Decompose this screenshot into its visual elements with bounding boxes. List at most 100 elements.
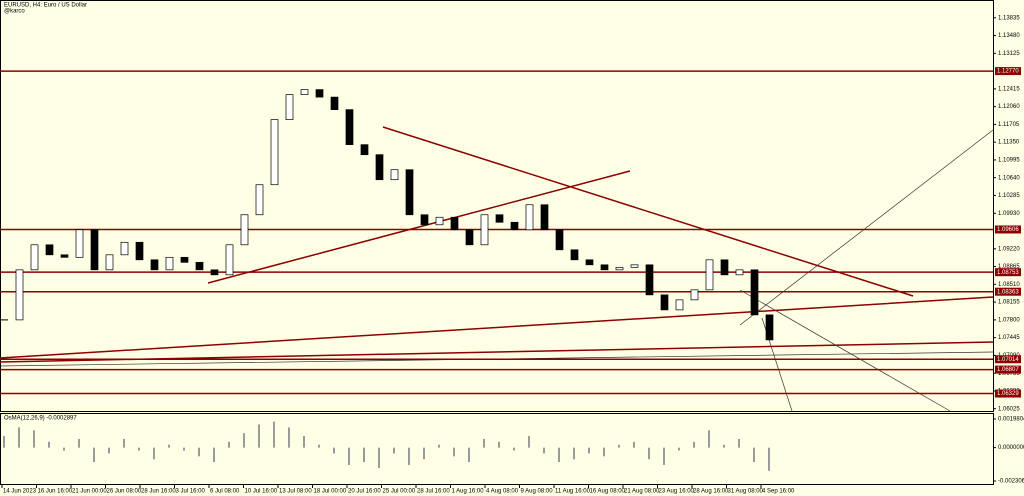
level-label: 1.06807 [997, 367, 1019, 373]
osma-bar [63, 447, 65, 451]
candle [360, 144, 369, 156]
osma-bar [678, 447, 680, 451]
osma-bar [33, 430, 35, 448]
osma-bar [648, 447, 650, 460]
osma-bar [423, 447, 425, 460]
osma-bar [108, 447, 110, 454]
osma-bar [588, 447, 590, 454]
y-tick-label: 1.09220 [998, 246, 1020, 252]
osma-tick-label: 0.0019804 [998, 417, 1024, 423]
candle [720, 259, 729, 276]
osma-bar [333, 447, 335, 454]
x-tick-label: 10 Jul 16:00 [245, 489, 278, 495]
x-tick-label: 21 Jun 00:00 [72, 489, 107, 495]
candle [150, 259, 159, 271]
main-frame [0, 0, 994, 412]
candle [495, 214, 504, 223]
osma-bar [228, 441, 230, 448]
level-label-bg [995, 389, 1021, 398]
level-label: 1.08753 [997, 270, 1019, 276]
candle [660, 294, 669, 311]
x-tick-label: 3 Jul 16:00 [176, 489, 206, 495]
osma-bar [288, 427, 290, 448]
level-label: 1.06329 [997, 391, 1019, 397]
candle [270, 119, 279, 186]
y-tick-label: 1.08510 [998, 282, 1020, 288]
level-label: 1.09606 [997, 227, 1019, 233]
channel-line [739, 289, 951, 412]
candle [120, 241, 129, 256]
level-label-bg [995, 225, 1021, 234]
osma-bar [723, 444, 725, 448]
osma-bar [138, 447, 140, 451]
candle [690, 289, 699, 301]
candle [135, 241, 144, 261]
x-tick-label: 28 Jul 16:00 [417, 489, 450, 495]
candle [315, 89, 324, 98]
trendline [207, 170, 631, 284]
osma-bar [303, 436, 305, 448]
osma-bar [78, 438, 80, 448]
level-label-bg [995, 355, 1021, 364]
x-tick-label: 20 Jul 16:00 [348, 489, 381, 495]
candle [765, 314, 774, 341]
osma-bar [558, 447, 560, 463]
candle [735, 269, 744, 276]
osma-bar [378, 447, 380, 468]
y-tick-label: 1.07445 [998, 335, 1020, 341]
osma-bar [408, 447, 410, 466]
osma-bar [498, 441, 500, 448]
candle [510, 221, 519, 231]
candle [630, 264, 639, 268]
candle [465, 229, 474, 246]
level-label-bg [995, 287, 1021, 296]
osma-bar [393, 447, 395, 454]
candle [570, 249, 579, 261]
osma-label: OsMA(12,26,9) -0.0002897 [4, 416, 77, 422]
osma-bar [708, 430, 710, 448]
level-label-bg [995, 268, 1021, 277]
candle [15, 269, 24, 321]
channel-line [739, 129, 994, 326]
osma-bar [3, 436, 5, 448]
x-tick-label: 21 Aug 08:00 [624, 489, 660, 495]
y-tick-label: 1.09930 [998, 211, 1020, 217]
osma-bar [348, 447, 350, 466]
osma-bar [48, 441, 50, 448]
candle [750, 269, 759, 316]
x-tick-label: 28 Aug 16:00 [693, 489, 729, 495]
level-label-bg [995, 67, 1021, 76]
y-tick-label: 1.08865 [998, 264, 1020, 270]
candle [375, 154, 384, 181]
candle [240, 214, 249, 246]
candle [75, 229, 84, 258]
osma-bar [273, 421, 275, 448]
osma-bar [633, 441, 635, 448]
y-tick-label: 1.06735 [998, 371, 1020, 377]
y-tick-label: 1.07800 [998, 317, 1020, 323]
osma-bar [363, 447, 365, 463]
x-tick-label: 9 Aug 08:00 [521, 489, 554, 495]
candle [330, 96, 339, 110]
trendline [0, 296, 994, 359]
osma-bar [243, 433, 245, 448]
level-label: 1.12770 [997, 69, 1019, 75]
candle [480, 214, 489, 246]
osma-bar [18, 427, 20, 448]
osma-bar [603, 447, 605, 457]
osma-bar [213, 447, 215, 463]
candle [105, 254, 114, 271]
chart-title: EURUSD, H4: Euro / US Dollar [4, 3, 87, 9]
candle [435, 216, 444, 226]
osma-bar [168, 444, 170, 448]
candle [540, 204, 549, 231]
candle [390, 169, 399, 181]
x-tick-label: 18 Jul 00:00 [314, 489, 347, 495]
x-tick-label: 6 Jul 08:00 [210, 489, 240, 495]
osma-bar [543, 447, 545, 454]
osma-bar [438, 444, 440, 448]
candle [600, 264, 609, 271]
